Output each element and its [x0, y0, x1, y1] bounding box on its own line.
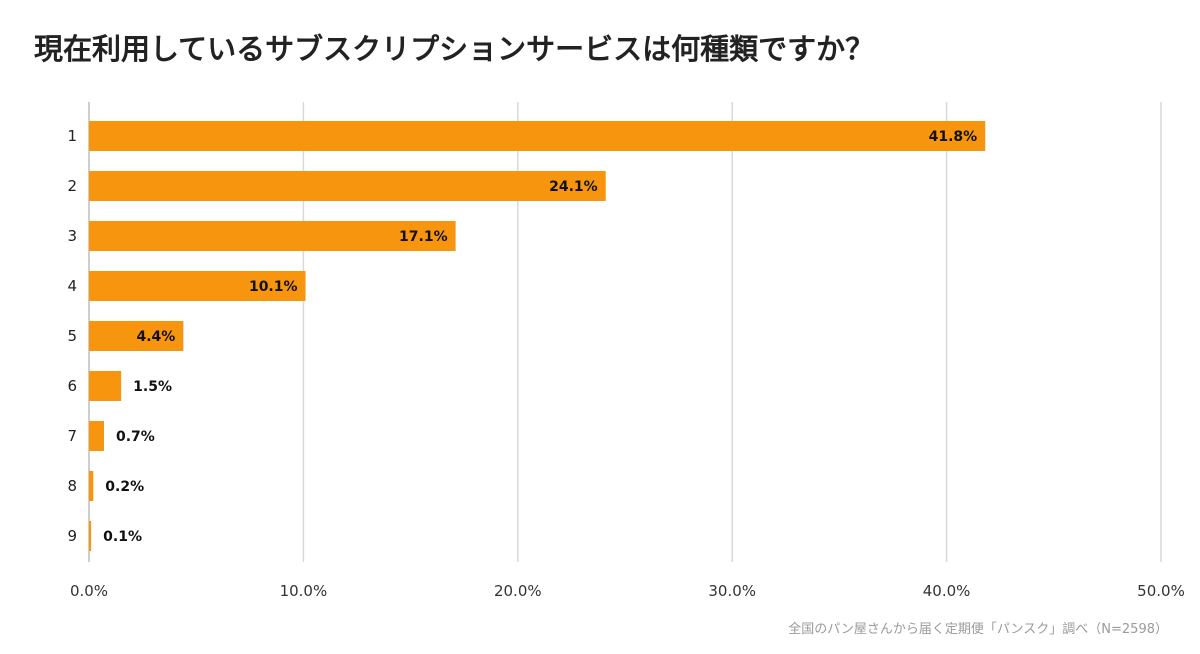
category-label-7: 7 — [67, 427, 77, 445]
category-label-5: 5 — [67, 327, 77, 345]
x-tick-label-0: 0.0% — [70, 582, 108, 600]
source-note: 全国のパン屋さんから届く定期便「パンスク」調べ（N=2598） — [788, 622, 1168, 637]
data-label-3: 17.1% — [399, 229, 448, 245]
data-label-9: 0.1% — [103, 529, 142, 545]
x-tick-label-1: 10.0% — [280, 582, 328, 600]
bar-7 — [89, 421, 105, 451]
data-label-4: 10.1% — [249, 279, 298, 295]
x-tick-label-5: 50.0% — [1137, 582, 1185, 600]
category-label-1: 1 — [67, 127, 77, 145]
category-label-3: 3 — [67, 227, 77, 245]
data-label-8: 0.2% — [105, 479, 144, 495]
data-label-5: 4.4% — [137, 329, 176, 345]
chart-title: 現在利用しているサブスクリプションサービスは何種類ですか？ — [34, 32, 875, 66]
bar-8 — [89, 471, 94, 501]
bar-4 — [89, 271, 306, 301]
category-label-4: 4 — [67, 277, 77, 295]
x-tick-label-2: 20.0% — [494, 582, 542, 600]
category-label-9: 9 — [67, 527, 77, 545]
bar-9 — [89, 521, 92, 551]
data-label-1: 41.8% — [929, 129, 978, 145]
bar-2 — [89, 171, 606, 201]
category-label-6: 6 — [67, 377, 77, 395]
category-label-2: 2 — [67, 177, 77, 195]
data-label-6: 1.5% — [133, 379, 172, 395]
bar-1 — [89, 121, 986, 151]
x-tick-label-3: 30.0% — [708, 582, 756, 600]
bar-5 — [89, 321, 184, 351]
data-label-2: 24.1% — [549, 179, 598, 195]
bar-6 — [89, 371, 122, 401]
bar-3 — [89, 221, 456, 251]
data-label-7: 0.7% — [116, 429, 155, 445]
x-tick-label-4: 40.0% — [923, 582, 971, 600]
category-label-8: 8 — [67, 477, 77, 495]
